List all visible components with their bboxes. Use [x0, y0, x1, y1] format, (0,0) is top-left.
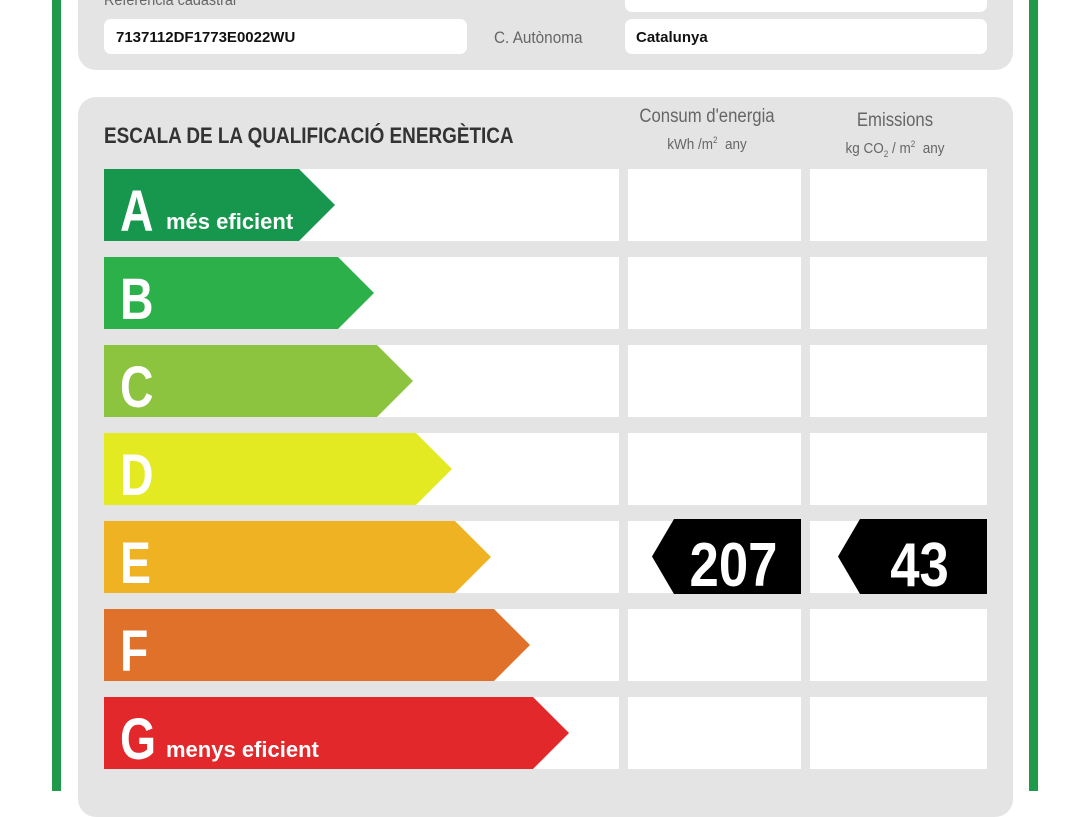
rating-marker [652, 519, 801, 594]
page: {"header": {"cadastral_label": "Referènc… [52, 0, 1038, 817]
cell [810, 257, 987, 329]
class-letter: D [120, 443, 154, 508]
class-caption: menys eficient [166, 737, 320, 762]
class-arrow [104, 345, 413, 417]
unit-part: kg CO [845, 140, 884, 157]
border [1029, 0, 1038, 791]
class-letter: A [120, 179, 154, 244]
class-arrow [104, 169, 335, 241]
cell [628, 257, 801, 329]
cell [628, 697, 801, 769]
field-value: 7137112DF1773E0022WU [116, 29, 296, 46]
unit-part: any [922, 140, 945, 157]
column-header: Consum d'energia [639, 106, 775, 127]
scale-title: ESCALA DE LA QUALIFICACIÓ ENERGÈTICA [104, 123, 514, 148]
class-letter: B [120, 267, 154, 332]
class-letter: G [120, 707, 156, 772]
cell [628, 609, 801, 681]
class-arrow [104, 697, 569, 769]
class-arrow [104, 609, 530, 681]
field-box [104, 19, 467, 54]
field-label: C. Autònoma [494, 28, 583, 47]
cell [810, 345, 987, 417]
class-letter: F [120, 619, 148, 684]
column-header: Emissions [856, 110, 934, 131]
unit-part: 2 [910, 139, 916, 149]
class-letter: E [120, 531, 151, 596]
cell [810, 609, 987, 681]
class-arrow [104, 521, 491, 593]
unit-part: kWh /m [667, 136, 713, 153]
field-label: Referència cadastral [104, 0, 237, 9]
rating-value: 43 [890, 531, 949, 600]
field-value: Catalunya [636, 29, 708, 46]
unit-part: any [725, 136, 747, 153]
cell [810, 433, 987, 505]
field-box [625, 19, 987, 54]
rating-value: 207 [690, 531, 778, 600]
column-unit: kg CO2 / m2 any [810, 139, 981, 159]
cell [628, 169, 801, 241]
unit-part: 2 [883, 149, 889, 159]
class-arrow [104, 257, 374, 329]
unit-part: / m [891, 140, 911, 157]
border [52, 0, 61, 791]
cell [628, 345, 801, 417]
column-unit: kWh /m2 any [622, 135, 793, 153]
class-caption: més eficient [166, 209, 294, 234]
class-arrow [104, 433, 452, 505]
rating-marker [838, 519, 987, 594]
cell [810, 169, 987, 241]
unit-part: 2 [712, 135, 718, 145]
field-box [625, 0, 987, 12]
class-letter: C [120, 355, 154, 420]
cell [628, 433, 801, 505]
cell [810, 697, 987, 769]
